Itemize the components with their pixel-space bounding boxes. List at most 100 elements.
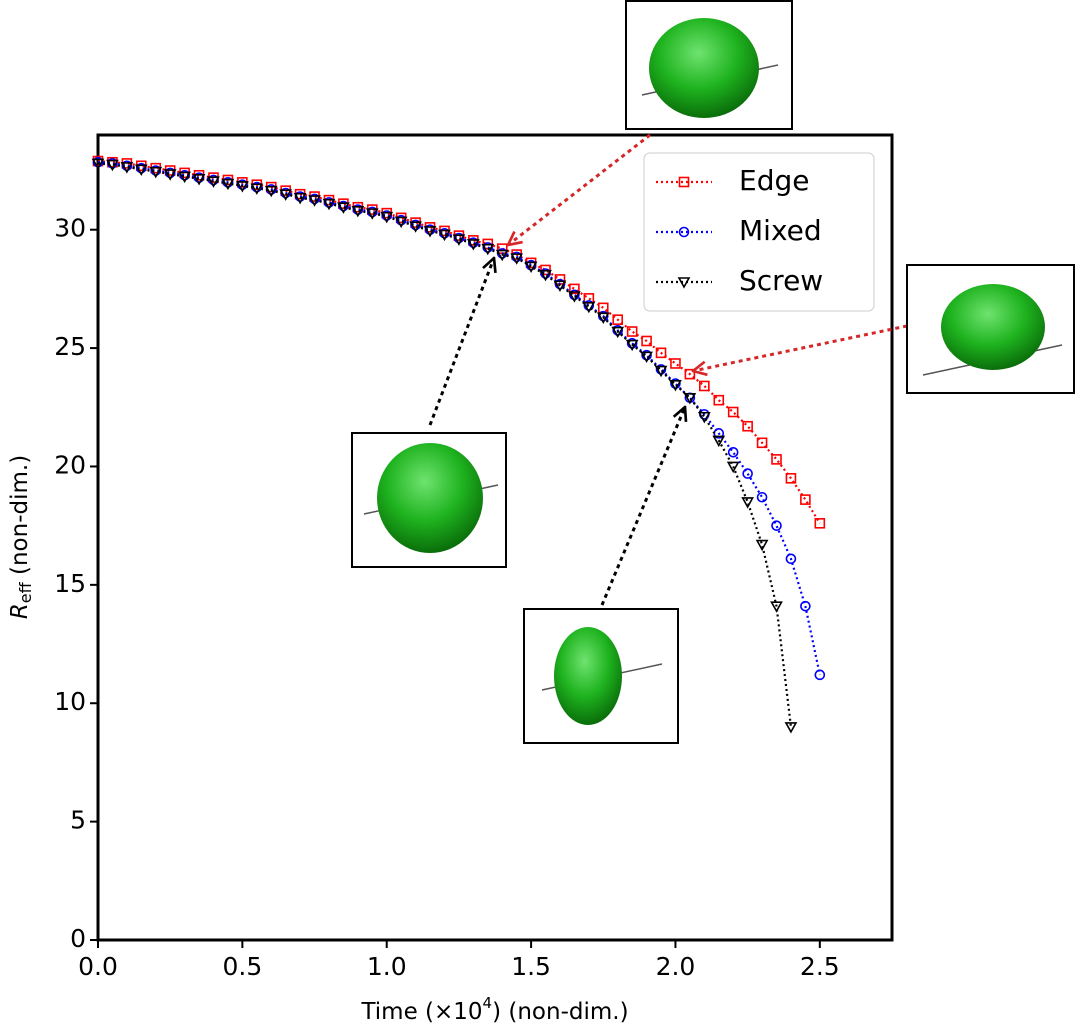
inset-sphere (649, 18, 759, 118)
marker-circle (164, 167, 176, 179)
marker-triangle (770, 601, 783, 613)
marker-triangle (236, 181, 249, 193)
legend-label: Screw (739, 264, 823, 297)
marker-triangle (322, 198, 336, 211)
marker-square (569, 283, 580, 295)
marker-circle (179, 169, 190, 181)
x-label-part: Time (×10 (360, 999, 482, 1025)
marker-triangle (625, 339, 639, 352)
marker-circle (742, 468, 753, 479)
marker-circle (597, 310, 609, 322)
series-line (97, 162, 793, 728)
marker-triangle (582, 301, 596, 314)
marker-triangle (495, 249, 509, 262)
marker-triangle (481, 243, 495, 256)
x-label-sup: 4 (483, 994, 493, 1012)
marker-square (678, 176, 690, 188)
marker-triangle (654, 365, 668, 378)
marker-triangle (149, 166, 163, 179)
marker-triangle (669, 379, 682, 392)
marker-triangle (221, 178, 235, 191)
plot-area: 0 5 10 15 20 25 30 0.0 0.5 1.0 1.5 2.0 2.5 Edge Mixed S… (54, 152, 875, 981)
x-tick-label: 1.0 (367, 952, 407, 981)
callout-arrow (508, 133, 651, 245)
marker-circle (323, 197, 335, 208)
callout-arrow (428, 258, 494, 426)
marker-circle (814, 669, 826, 681)
marker-triangle (106, 159, 119, 172)
plot-frame (96, 133, 894, 942)
marker-triangle (394, 216, 408, 229)
y-tick-label: 30 (54, 214, 86, 243)
marker-triangle (596, 312, 610, 324)
y-tick-label: 20 (54, 450, 86, 479)
marker-circle (583, 300, 595, 311)
marker-square (713, 394, 725, 406)
marker-square (670, 358, 681, 369)
marker-square (742, 420, 753, 432)
marker-triangle (192, 174, 206, 186)
marker-triangle (611, 326, 625, 339)
marker-circle (540, 268, 551, 279)
marker-circle (193, 172, 205, 183)
marker-square (771, 454, 782, 465)
marker-triangle (539, 269, 552, 282)
marker-triangle (640, 351, 653, 364)
inset-sphere (377, 443, 483, 553)
marker-circle (670, 378, 681, 389)
marker-triangle (553, 280, 567, 292)
marker-square (655, 347, 667, 359)
x-axis-label: Time (×104) (non-dim.) (360, 994, 628, 1025)
marker-triangle (351, 205, 365, 218)
marker-circle (453, 232, 465, 244)
marker-square (727, 406, 739, 418)
x-tick-label: 2.0 (656, 952, 696, 981)
marker-circle (208, 174, 219, 186)
marker-circle (92, 156, 104, 168)
marker-triangle (178, 171, 191, 184)
marker-triangle (712, 435, 726, 448)
legend-label: Mixed (739, 214, 822, 247)
inset-sphere (554, 627, 622, 725)
y-label-sub: eff (16, 581, 35, 603)
marker-circle (121, 160, 133, 172)
marker-circle (626, 338, 638, 349)
y-tick-label: 5 (70, 806, 86, 835)
marker-triangle (250, 183, 264, 195)
y-label-part: (non-dim.) (7, 455, 33, 583)
marker-triangle (452, 234, 466, 246)
marker-circle (727, 446, 739, 458)
marker-circle (366, 206, 378, 218)
marker-circle (410, 219, 421, 231)
y-tick-label: 25 (54, 332, 86, 361)
legend: Edge Mixed Screw (643, 152, 875, 312)
marker-square (641, 335, 652, 347)
marker-circle (439, 227, 450, 239)
marker-circle (641, 349, 652, 361)
x-tick-label: 0.5 (222, 952, 262, 981)
marker-triangle (755, 539, 769, 552)
marker-triangle (91, 158, 105, 171)
legend-label: Edge (739, 164, 809, 197)
marker-triangle (163, 169, 177, 181)
marker-circle (554, 278, 566, 290)
marker-circle (352, 204, 364, 215)
marker-triangle (264, 185, 278, 198)
marker-triangle (697, 411, 711, 424)
marker-triangle (207, 176, 220, 188)
marker-triangle (293, 192, 307, 205)
marker-triangle (524, 261, 538, 274)
marker-triangle (134, 164, 148, 176)
marker-triangle (409, 221, 422, 233)
marker-circle (150, 165, 162, 176)
marker-triangle (466, 239, 480, 251)
marker-triangle (677, 277, 691, 289)
marker-circle (525, 259, 537, 271)
inset-sphere (941, 284, 1045, 370)
marker-triangle (438, 229, 451, 242)
marker-triangle (510, 253, 524, 265)
x-tick-label: 0.0 (78, 952, 118, 981)
callout-arrow (600, 407, 685, 606)
y-label-symbol: R (7, 603, 33, 619)
marker-circle (424, 224, 436, 236)
